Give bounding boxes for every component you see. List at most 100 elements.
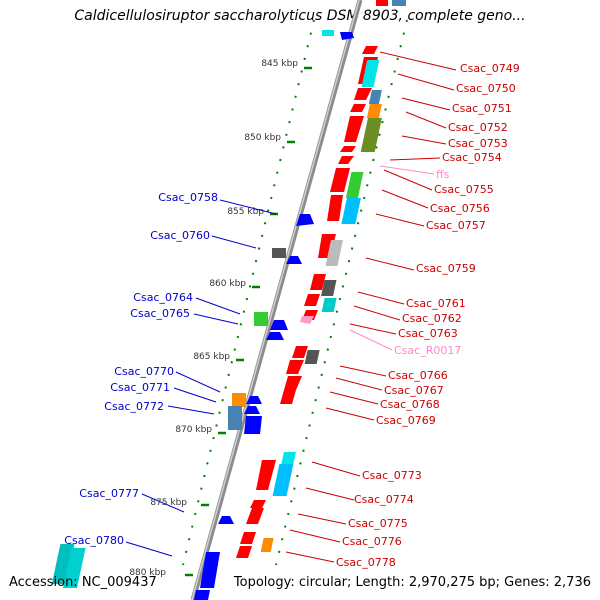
gene-label: Csac_0771 <box>110 381 170 394</box>
gene-label: Csac_0751 <box>452 102 512 115</box>
pink-connectors <box>349 165 435 351</box>
gene-0751-a <box>354 88 372 100</box>
gene-0765 <box>266 332 284 340</box>
gene-0761-b <box>321 280 337 296</box>
gene-0780-d <box>194 590 210 600</box>
gene-label: Csac_0772 <box>104 400 164 413</box>
gene-0773-b <box>281 452 296 464</box>
gene-0757 <box>327 195 343 221</box>
gene-0770-b <box>246 396 262 404</box>
reverse-genes <box>51 214 314 600</box>
gene-label: Csac_0774 <box>354 493 414 506</box>
gene-0755-a <box>330 168 350 192</box>
gene-0753-b <box>360 118 382 152</box>
gene-label: Csac_0756 <box>430 202 490 215</box>
gene-label: Csac_R0017 <box>394 344 461 357</box>
gene-0754 <box>340 146 356 152</box>
gene-0773-a <box>256 460 276 490</box>
left-connectors <box>125 199 277 557</box>
gene-0780-a <box>51 544 75 584</box>
tick-label: 860 kbp <box>209 279 246 289</box>
gene-label: Csac_0768 <box>380 398 440 411</box>
rna-R0017 <box>300 316 314 324</box>
top-features <box>322 0 406 40</box>
gene-0762-a <box>304 294 320 306</box>
tick-label: 870 kbp <box>175 425 212 435</box>
gene-0771-b <box>244 406 260 414</box>
gene-label: Csac_0750 <box>456 82 516 95</box>
gene-label: Csac_0770 <box>114 365 174 378</box>
gene-0774 <box>272 464 294 496</box>
gene-label: Csac_0758 <box>158 191 218 204</box>
gene-0752-a <box>350 104 366 112</box>
gene-label: Csac_0762 <box>402 312 462 325</box>
gene-label: Csac_0764 <box>133 291 193 304</box>
gene-label: Csac_0749 <box>460 62 520 75</box>
tick-marks <box>185 66 312 577</box>
gene-0775-a <box>250 500 266 508</box>
gene-label: Csac_0755 <box>434 183 494 196</box>
gene-label: ffs <box>436 168 450 181</box>
tick-label: 855 kbp <box>227 207 264 217</box>
gene-label: Csac_0759 <box>416 262 476 275</box>
gene-label: Csac_0778 <box>336 556 396 569</box>
gene-0780-b <box>63 548 86 588</box>
gene-label: Csac_0753 <box>448 137 508 150</box>
gene-0749 <box>362 46 378 54</box>
forward-genes <box>236 46 382 558</box>
gene-0776-a <box>240 532 256 544</box>
gene-label: Csac_0763 <box>398 327 458 340</box>
gene-0751-b <box>368 90 382 104</box>
genome-title: Caldicellulosiruptor saccharolyticus DSM… <box>74 8 526 24</box>
gene-0767 <box>286 360 304 374</box>
gene-0768 <box>284 376 302 390</box>
gene-0758 <box>296 214 314 226</box>
gene-label: Csac_0752 <box>448 121 508 134</box>
genome-backbone-highlight <box>191 0 360 600</box>
accession-label: Accession: NC_009437 <box>9 575 157 590</box>
gene-label: Csac_0775 <box>348 517 408 530</box>
gene-0780-c <box>200 552 220 588</box>
tick-label: 875 kbp <box>150 498 187 508</box>
gene-0769 <box>280 390 296 404</box>
gene-label: Csac_0776 <box>342 535 402 548</box>
gene-0761-a <box>310 274 326 290</box>
gene-0753-a <box>344 116 364 142</box>
gene-0778 <box>236 546 252 558</box>
gene-label: Csac_0760 <box>150 229 210 242</box>
genome-backbone <box>190 0 363 600</box>
gene-label: Csac_0766 <box>388 369 448 382</box>
gene-label: Csac_0780 <box>64 534 124 547</box>
gene-label: Csac_0754 <box>442 151 502 164</box>
gene-0759-b <box>325 240 343 266</box>
gene-0752-b <box>366 104 382 118</box>
gene-0760-a <box>272 248 286 258</box>
gene-0764-b <box>270 320 288 330</box>
gene-0776-b <box>260 538 274 552</box>
tick-label: 850 kbp <box>244 133 281 143</box>
gene-label: Csac_0761 <box>406 297 466 310</box>
gene-0771-a <box>228 406 242 430</box>
gene-0772 <box>244 416 262 434</box>
genome-summary: Topology: circular; Length: 2,970,275 bp… <box>233 575 591 590</box>
gene-0755-b <box>345 172 364 198</box>
gene-0777 <box>218 516 234 524</box>
gene-0762-b <box>321 298 337 312</box>
gene-0760-b <box>286 256 302 264</box>
gene-0770-a <box>232 393 246 407</box>
tick-label: 880 kbp <box>129 568 166 578</box>
gene-label: Csac_0769 <box>376 414 436 427</box>
gene-0766-b <box>304 350 320 364</box>
right-connectors <box>285 51 457 563</box>
gene-0750-b <box>361 60 380 87</box>
gene-label: Csac_0765 <box>130 307 190 320</box>
gene-label: Csac_0773 <box>362 469 422 482</box>
gene-0764-a <box>254 312 268 326</box>
tick-label: 845 kbp <box>261 59 298 69</box>
gene-label: Csac_0777 <box>79 487 139 500</box>
tick-label: 865 kbp <box>193 352 230 362</box>
gene-0754-b <box>338 156 354 164</box>
gene-0775-b <box>246 508 264 524</box>
